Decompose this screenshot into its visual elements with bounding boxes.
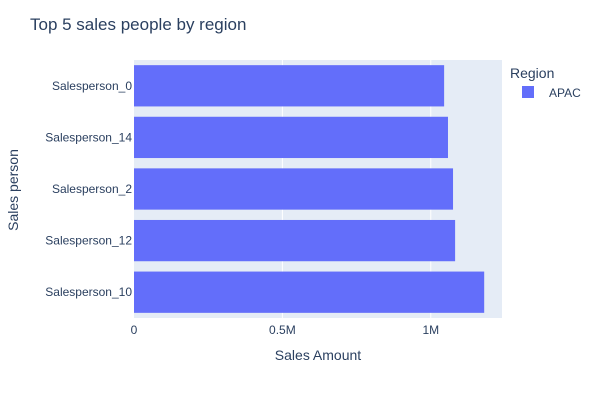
bar-salesperson-12[interactable] xyxy=(134,219,456,262)
y-axis-title: Sales person xyxy=(5,149,21,231)
chart-title: Top 5 sales people by region xyxy=(30,15,246,34)
bar-salesperson-2[interactable] xyxy=(134,168,454,210)
bar-salesperson-14[interactable] xyxy=(134,116,448,159)
y-tick-label: Salesperson_10 xyxy=(45,285,132,299)
x-tick-label: 0.5M xyxy=(269,323,296,337)
x-tick-label: 1M xyxy=(422,323,439,337)
legend-title: Region xyxy=(510,65,554,81)
legend[interactable]: Region APAC xyxy=(510,65,581,100)
bar-salesperson-10[interactable] xyxy=(134,271,485,313)
y-tick-label: Salesperson_12 xyxy=(45,234,132,248)
bar-salesperson-0[interactable] xyxy=(134,65,445,107)
bars xyxy=(134,65,485,313)
y-tick-label: Salesperson_0 xyxy=(52,79,132,93)
x-tick-labels: 0 0.5M 1M xyxy=(131,323,439,337)
x-axis-title: Sales Amount xyxy=(275,347,361,363)
y-tick-label: Salesperson_2 xyxy=(52,182,132,196)
legend-swatch-apac[interactable] xyxy=(522,86,534,98)
y-tick-label: Salesperson_14 xyxy=(45,130,132,144)
y-tick-labels: Salesperson_0 Salesperson_14 Salesperson_2… xyxy=(45,79,132,299)
x-tick-label: 0 xyxy=(131,323,138,337)
legend-label-apac[interactable]: APAC xyxy=(549,86,581,100)
